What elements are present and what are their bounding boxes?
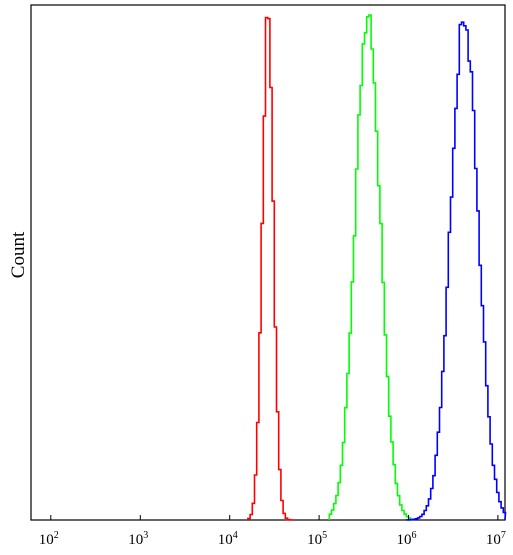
x-tick-label-4: 104 bbox=[218, 530, 238, 548]
plot-frame bbox=[30, 4, 506, 521]
x-axis-ticks: 102 103 104 105 106 107 bbox=[39, 515, 506, 548]
series-layer bbox=[247, 14, 507, 521]
y-axis-title: Count bbox=[8, 231, 29, 278]
x-tick-label-5: 105 bbox=[307, 530, 327, 548]
x-tick-exponent: 7 bbox=[501, 530, 506, 541]
x-tick-label-3: 103 bbox=[128, 530, 148, 548]
x-tick-exponent: 5 bbox=[322, 530, 327, 541]
x-tick-exponent: 3 bbox=[143, 530, 148, 541]
x-tick-exponent: 2 bbox=[54, 530, 59, 541]
x-tick-base: 10 bbox=[218, 532, 233, 548]
x-tick-label-7: 107 bbox=[486, 530, 506, 548]
histogram-series-3 bbox=[405, 21, 507, 521]
x-tick-label-6: 106 bbox=[397, 530, 417, 548]
x-tick-base: 10 bbox=[128, 532, 143, 548]
x-tick-exponent: 6 bbox=[412, 530, 417, 541]
x-tick-base: 10 bbox=[39, 532, 54, 548]
x-tick-exponent: 4 bbox=[233, 530, 238, 541]
x-tick-label-2: 102 bbox=[39, 530, 59, 548]
x-tick-base: 10 bbox=[486, 532, 501, 548]
x-tick-base: 10 bbox=[397, 532, 412, 548]
x-tick-base: 10 bbox=[307, 532, 322, 548]
histogram-series-1 bbox=[247, 16, 295, 521]
histogram-series-2 bbox=[328, 14, 412, 520]
